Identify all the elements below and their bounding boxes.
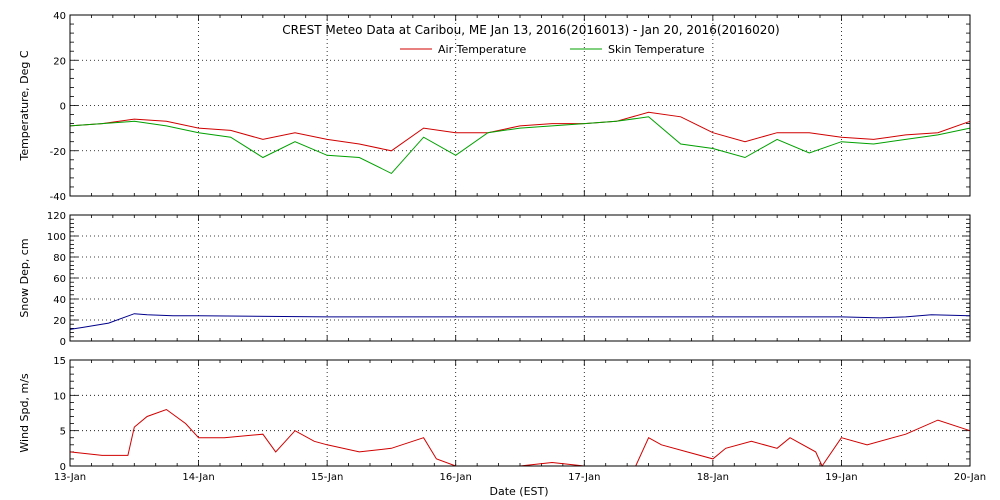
x-tick-label: 19-Jan: [825, 472, 857, 483]
y-axis-title: Temperature, Deg C: [18, 50, 31, 161]
legend: Air Temperature Skin Temperature: [400, 43, 705, 56]
y-tick-label: 10: [53, 391, 66, 402]
legend-label: Skin Temperature: [608, 43, 705, 56]
y-tick-label: 60: [53, 274, 66, 285]
x-tick-label: 20-Jan: [954, 472, 986, 483]
x-tick-label: 16-Jan: [440, 472, 472, 483]
y-tick-label: -40: [50, 192, 66, 203]
y-tick-label: 5: [60, 427, 66, 438]
y-tick-label: -20: [50, 147, 66, 158]
y-tick-label: 0: [60, 337, 66, 348]
panels: -40 -20 0 20 40 Temperature, Deg C 0 20 40 60 80 10…: [18, 11, 986, 483]
series-line-air-temperature: [69, 111, 971, 152]
panel-1: -40 -20 0 20 40 Temperature, Deg C: [18, 11, 971, 203]
series-line-skin-temperature: [69, 116, 971, 175]
y-tick-label: 20: [53, 56, 66, 67]
panel-2: 0 20 40 60 80 100 120 Snow Dep, cm: [18, 211, 971, 348]
x-axis-title: Date (EST): [489, 485, 548, 498]
y-tick-label: 0: [60, 102, 66, 113]
x-tick-label: 14-Jan: [182, 472, 214, 483]
x-tick-label: 17-Jan: [568, 472, 600, 483]
series-line-panel2: [69, 313, 971, 330]
x-tick-label: 15-Jan: [311, 472, 343, 483]
x-tick-label: 13-Jan: [54, 472, 86, 483]
y-tick-label: 40: [53, 295, 66, 306]
y-axis-title: Wind Spd, m/s: [18, 373, 31, 453]
panel-frame: [69, 14, 971, 197]
y-tick-label: 40: [53, 11, 66, 22]
series-line-panel3: [69, 408, 971, 468]
panel-frame: [69, 359, 971, 467]
y-tick-label: 120: [47, 211, 66, 222]
chart-title: CREST Meteo Data at Caribou, ME Jan 13, …: [282, 23, 779, 37]
y-axis-title: Snow Dep, cm: [18, 238, 31, 317]
panel-3: 0 5 10 15 Wind Spd, m/s: [18, 356, 971, 473]
y-tick-label: 80: [53, 253, 66, 264]
y-tick-label: 15: [53, 356, 66, 367]
panel-frame: [69, 214, 971, 342]
x-tick-label: 18-Jan: [697, 472, 729, 483]
y-tick-label: 100: [47, 232, 66, 243]
y-tick-label: 0: [60, 462, 66, 473]
y-tick-label: 20: [53, 316, 66, 327]
legend-label: Air Temperature: [438, 43, 527, 56]
